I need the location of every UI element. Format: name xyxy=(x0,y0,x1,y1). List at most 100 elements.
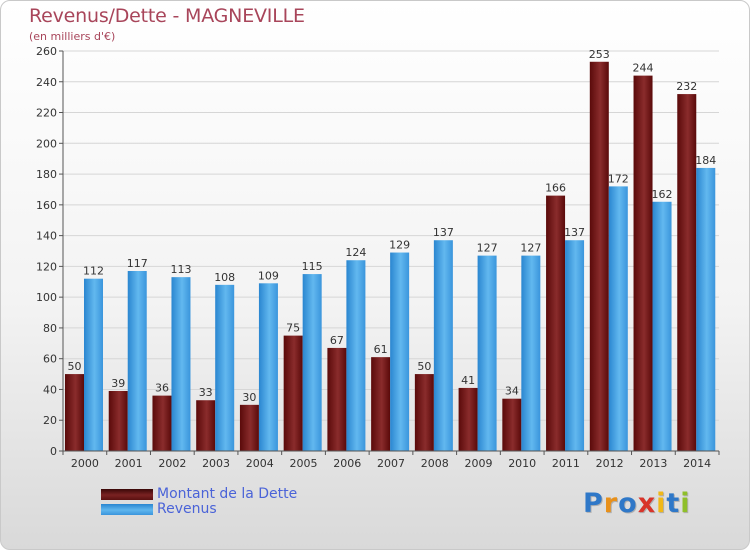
x-tick-label: 2014 xyxy=(683,457,711,470)
data-label-debt: 50 xyxy=(417,360,431,373)
data-label-revenue: 112 xyxy=(83,265,104,278)
bar-revenue xyxy=(652,201,672,451)
bar-debt xyxy=(371,357,391,451)
data-label-debt: 253 xyxy=(589,48,610,61)
x-tick-label: 2001 xyxy=(115,457,143,470)
logo-letter: P xyxy=(583,488,604,519)
bar-revenue xyxy=(258,283,278,451)
x-tick-label: 2012 xyxy=(596,457,624,470)
bar-revenue xyxy=(346,260,366,451)
x-tick-label: 2002 xyxy=(158,457,186,470)
bars xyxy=(65,61,716,452)
logo-letter: x xyxy=(637,488,657,519)
bar-debt xyxy=(414,374,434,451)
legend-swatch-revenue xyxy=(101,504,153,515)
data-label-debt: 50 xyxy=(68,360,82,373)
bar-revenue xyxy=(521,255,541,451)
data-label-debt: 67 xyxy=(330,334,344,347)
bar-revenue xyxy=(477,255,497,451)
bar-debt xyxy=(589,61,609,452)
logo-letter: t xyxy=(666,488,681,519)
bar-revenue xyxy=(84,278,103,451)
bar-debt xyxy=(283,335,303,451)
x-tick-label: 2007 xyxy=(377,457,405,470)
data-label-revenue: 113 xyxy=(170,263,191,276)
data-label-debt: 41 xyxy=(461,374,475,387)
logo-letter: i xyxy=(680,488,691,519)
y-tick-label: 260 xyxy=(36,45,57,58)
bar-debt xyxy=(65,374,84,451)
y-tick-label: 100 xyxy=(36,291,57,304)
data-label-debt: 34 xyxy=(505,385,519,398)
data-label-debt: 61 xyxy=(374,343,388,356)
y-tick-label: 180 xyxy=(36,168,57,181)
data-label-debt: 75 xyxy=(286,322,300,335)
data-label-revenue: 109 xyxy=(258,269,279,282)
bar-debt xyxy=(327,347,347,451)
logo-letter: o xyxy=(618,488,638,519)
bar-revenue xyxy=(215,284,235,451)
y-tick-label: 20 xyxy=(43,414,57,427)
x-tick-label: 2004 xyxy=(246,457,274,470)
bar-revenue xyxy=(127,271,147,451)
x-tick-label: 2003 xyxy=(202,457,230,470)
bar-debt xyxy=(546,195,566,451)
bar-debt xyxy=(196,400,216,451)
data-label-revenue: 127 xyxy=(520,242,541,255)
logo-letter: i xyxy=(656,488,667,519)
x-tick-label: 2006 xyxy=(333,457,361,470)
data-label-revenue: 172 xyxy=(608,172,629,185)
data-label-debt: 30 xyxy=(242,391,256,404)
bar-revenue xyxy=(302,274,322,451)
legend-swatch-debt xyxy=(101,489,153,500)
data-label-revenue: 127 xyxy=(477,242,498,255)
x-tick-label: 2013 xyxy=(639,457,667,470)
data-label-revenue: 137 xyxy=(433,226,454,239)
bar-revenue xyxy=(171,277,191,451)
chart-subtitle: (en milliers d'€) xyxy=(29,30,116,43)
bar-debt xyxy=(458,387,478,451)
y-tick-label: 240 xyxy=(36,76,57,89)
data-label-revenue: 108 xyxy=(214,271,235,284)
data-label-revenue: 117 xyxy=(127,257,148,270)
bar-debt xyxy=(239,404,259,451)
logo-letter: r xyxy=(603,488,619,519)
value-labels: 50 112 39 117 36 113 33 108 30 109 75 115 67 124 61 129… xyxy=(68,48,717,404)
bar-revenue xyxy=(565,240,585,451)
data-label-revenue: 115 xyxy=(302,260,323,273)
y-tick-label: 220 xyxy=(36,107,57,120)
y-tick-label: 60 xyxy=(43,353,57,366)
y-tick-label: 120 xyxy=(36,260,57,273)
y-tick-label: 160 xyxy=(36,199,57,212)
data-label-debt: 36 xyxy=(155,382,169,395)
bar-revenue xyxy=(390,252,410,451)
axes: 0 20 40 60 80 100 120 140 160 180 200 220 240 260 2000… xyxy=(36,45,720,470)
data-label-revenue: 184 xyxy=(695,154,716,167)
data-label-debt: 232 xyxy=(676,80,697,93)
data-label-revenue: 124 xyxy=(345,246,366,259)
x-tick-label: 2005 xyxy=(290,457,318,470)
data-label-debt: 244 xyxy=(633,62,654,75)
x-tick-label: 2000 xyxy=(71,457,99,470)
y-tick-label: 0 xyxy=(50,445,57,458)
x-tick-label: 2010 xyxy=(508,457,536,470)
bar-debt xyxy=(633,75,653,451)
proxiti-logo: Proxiti xyxy=(583,488,691,519)
bar-revenue xyxy=(433,240,453,451)
chart-title: Revenus/Dette - MAGNEVILLE xyxy=(29,5,305,27)
legend-label-debt: Montant de la Dette xyxy=(157,486,298,502)
bar-debt xyxy=(108,391,128,451)
x-tick-label: 2009 xyxy=(464,457,492,470)
y-tick-label: 200 xyxy=(36,137,57,150)
legend-label-revenue: Revenus xyxy=(157,501,217,517)
bar-revenue xyxy=(608,186,628,451)
bar-revenue xyxy=(696,167,716,451)
data-label-debt: 33 xyxy=(199,386,213,399)
data-label-debt: 166 xyxy=(545,182,566,195)
bar-debt xyxy=(502,398,522,451)
bar-debt xyxy=(677,94,697,452)
y-tick-label: 80 xyxy=(43,322,57,335)
data-label-debt: 39 xyxy=(111,377,125,390)
